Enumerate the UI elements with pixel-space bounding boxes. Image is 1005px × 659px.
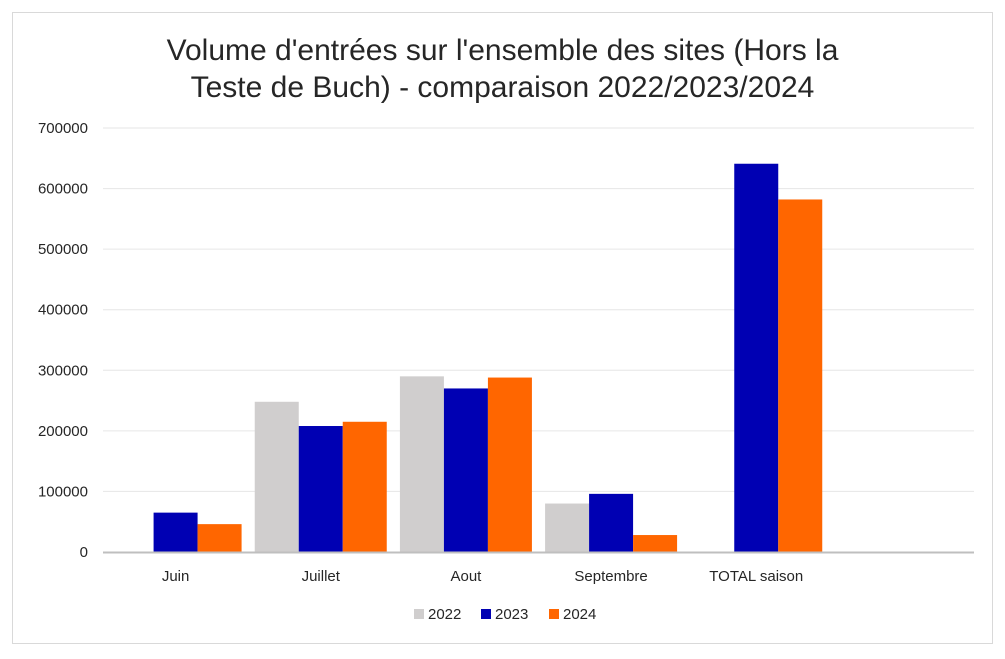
- bar-2023-aout: [443, 388, 488, 552]
- bars: [153, 163, 823, 553]
- x-category-label: Juin: [162, 568, 190, 585]
- y-tick-label: 200000: [38, 423, 88, 440]
- x-category-label: Juillet: [302, 568, 341, 585]
- y-tick-label: 700000: [38, 120, 88, 137]
- y-tick-label: 300000: [38, 362, 88, 379]
- legend-swatch-2024: [549, 609, 559, 619]
- bar-2024-septembre: [633, 535, 678, 552]
- bar-2023-juin: [153, 512, 198, 552]
- y-tick-label: 600000: [38, 181, 88, 198]
- bar-2023-septembre: [589, 493, 634, 552]
- legend-label-2022: 2022: [428, 606, 461, 623]
- bar-2024-total-saison: [778, 199, 823, 552]
- bar-2023-juillet: [298, 426, 343, 552]
- y-tick-label: 400000: [38, 302, 88, 319]
- legend-label-2024: 2024: [563, 606, 596, 623]
- bar-2022-septembre: [545, 503, 590, 552]
- legend-label-2023: 2023: [495, 606, 528, 623]
- legend-swatch-2022: [414, 609, 424, 619]
- y-axis-ticks: 0 100000 200000 300000 400000 500000 600000 700…: [38, 120, 88, 561]
- x-category-label: Septembre: [574, 568, 647, 585]
- bar-2022-aout: [399, 376, 444, 552]
- gridlines: [103, 127, 974, 492]
- bar-2022-juillet: [254, 401, 299, 552]
- y-tick-label: 500000: [38, 241, 88, 258]
- bar-2024-aout: [487, 377, 532, 552]
- y-tick-label: 0: [80, 544, 88, 561]
- y-tick-label: 100000: [38, 483, 88, 500]
- bar-2023-total-saison: [734, 163, 779, 553]
- x-axis-categories: Juin Juillet Aout Septembre TOTAL saison: [162, 568, 803, 585]
- bar-2024-juillet: [342, 421, 387, 552]
- x-category-label: Aout: [450, 568, 482, 585]
- chart-title-line-2: Teste de Buch) - comparaison 2022/2023/2…: [190, 71, 815, 104]
- chart-title-line-1: Volume d'entrées sur l'ensemble des site…: [166, 34, 839, 67]
- x-category-label: TOTAL saison: [709, 568, 803, 585]
- bar-2024-juin: [197, 524, 242, 552]
- chart-title: Volume d'entrées sur l'ensemble des site…: [0, 32, 1005, 106]
- legend-swatch-2023: [481, 609, 491, 619]
- legend: 2022 2023 2024: [414, 606, 596, 623]
